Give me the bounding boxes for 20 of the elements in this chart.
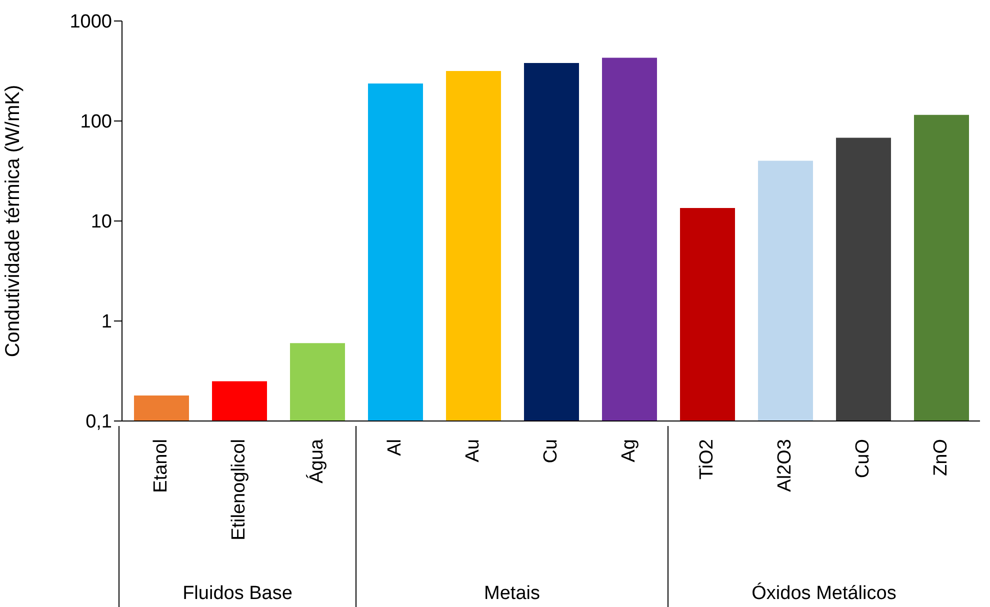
x-tick-label: Au: [462, 439, 484, 462]
y-tick-label: 100: [80, 112, 112, 133]
text: Metais: [484, 583, 540, 604]
text: Óxidos Metálicos: [752, 582, 896, 604]
y-tick-label: 1000: [70, 12, 112, 33]
y-tick-label: 1: [101, 312, 112, 333]
x-tick-label: TiO2: [696, 439, 718, 480]
y-axis-title: Condutividade térmica (W/mK): [2, 84, 24, 358]
x-tick-label: Etilenoglicol: [228, 439, 250, 540]
y-tick-label: 0,1: [86, 412, 112, 433]
x-tick-label: Al: [384, 439, 406, 456]
x-tick-label: Etanol: [150, 439, 172, 493]
x-tick-label: Água: [306, 438, 328, 484]
x-tick-label: Cu: [540, 439, 562, 464]
x-tick-label: Ag: [618, 439, 640, 462]
x-tick-label: CuO: [852, 439, 874, 478]
x-tick-label: Al2O3: [774, 439, 796, 492]
y-tick-label: 10: [90, 212, 112, 233]
x-tick-label: ZnO: [930, 439, 952, 476]
text: Fluidos Base: [182, 583, 292, 604]
